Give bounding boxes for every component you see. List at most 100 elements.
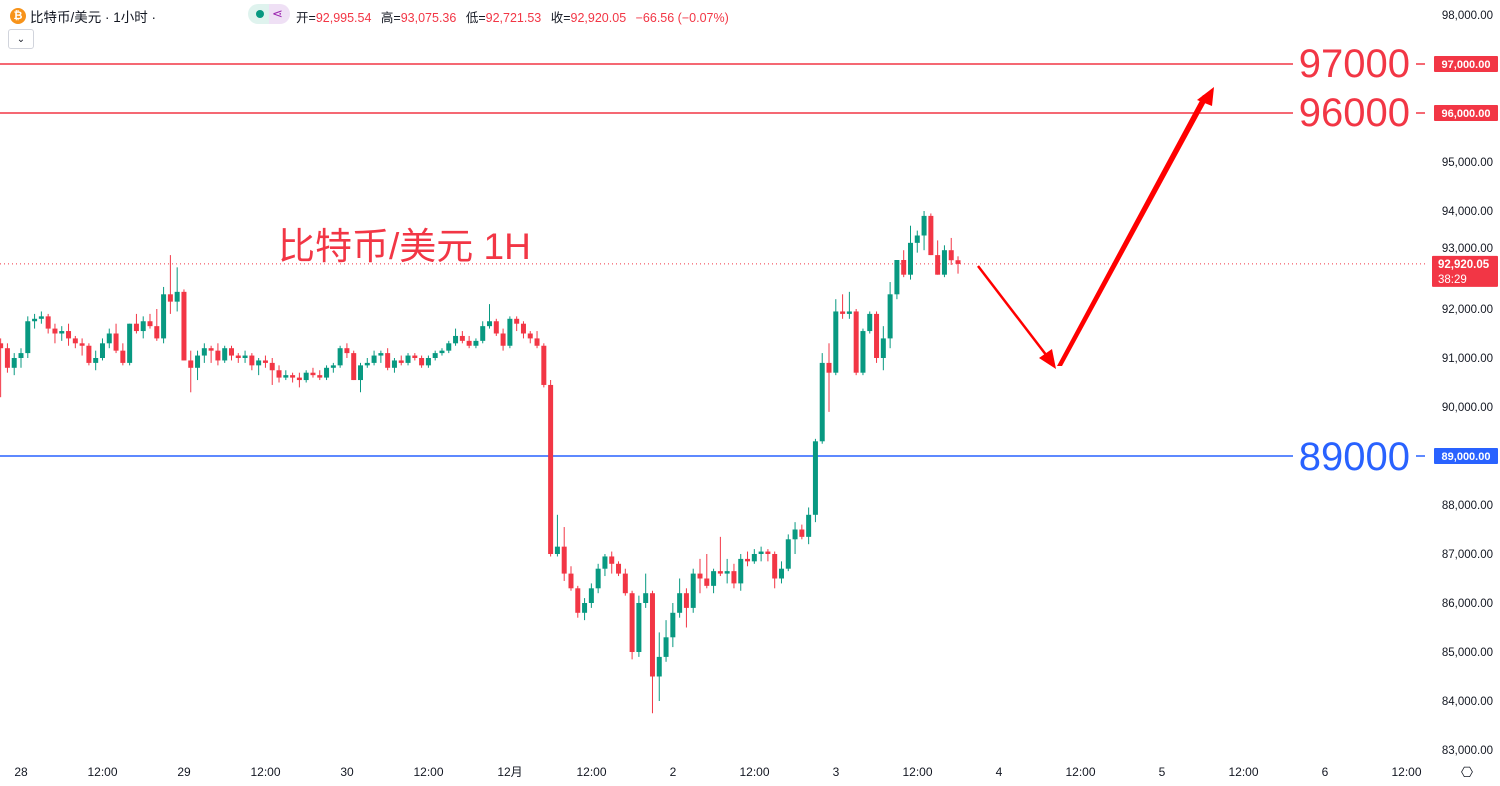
candle (907, 225, 913, 280)
candle-body (113, 333, 119, 351)
time-tick-label: 4 (996, 765, 1003, 779)
candle (256, 358, 262, 376)
candle-body (948, 250, 954, 261)
candle (738, 554, 744, 591)
time-tick-label: 12:00 (87, 765, 117, 779)
candle (303, 370, 309, 383)
candle-body (195, 355, 201, 368)
candle (38, 311, 44, 324)
candle-body (697, 573, 703, 579)
candle-body (717, 571, 723, 574)
candle (385, 348, 391, 371)
candle (72, 335, 78, 349)
price-tick-label: 94,000.00 (1442, 206, 1493, 218)
candle-body (663, 637, 669, 657)
candle-body (425, 358, 431, 366)
candle (364, 358, 370, 368)
candle (941, 245, 947, 278)
candle (188, 350, 194, 393)
candle-body (724, 571, 730, 574)
candle-body (262, 360, 268, 363)
level-badge-text: 89,000.00 (1442, 451, 1491, 463)
candle-body (704, 578, 710, 586)
candle-body (819, 362, 825, 442)
candle (914, 230, 920, 253)
candle-body (480, 326, 486, 341)
candle-body (269, 362, 275, 371)
candle-body (629, 593, 635, 652)
candle (161, 286, 167, 344)
candle (405, 353, 411, 366)
candle-body (840, 311, 846, 314)
drawn-arrows[interactable] (977, 87, 1214, 369)
candle-body (907, 242, 913, 275)
candle (507, 316, 513, 349)
collapse-legend-button[interactable]: ⌄ (8, 29, 34, 49)
candle (928, 213, 934, 256)
candle-body (52, 328, 58, 334)
candle (921, 211, 927, 251)
candle-body (765, 551, 771, 554)
candle-body (568, 573, 574, 589)
candle-body (609, 556, 615, 564)
candle-body (520, 323, 526, 334)
candle-body (208, 348, 214, 351)
candle-body (154, 326, 160, 339)
candle-body (310, 372, 316, 376)
time-tick-label: 12:00 (413, 765, 443, 779)
candle-body (432, 353, 438, 358)
candle (840, 294, 846, 319)
candle (731, 563, 737, 589)
annotation-title[interactable]: 比特币/美元 1H (278, 226, 531, 267)
candle-body (466, 340, 472, 346)
price-tick-label: 88,000.00 (1442, 500, 1493, 512)
candle-body (398, 360, 404, 363)
candle-body (290, 375, 296, 378)
symbol-title[interactable]: 比特币/美元 · 1小时 · (30, 10, 157, 25)
candle (812, 438, 818, 523)
candle (133, 313, 139, 334)
time-tick-label: 6 (1322, 765, 1329, 779)
candle-body (324, 367, 330, 378)
candle (826, 343, 832, 412)
candle (120, 343, 126, 366)
candle-body (317, 375, 323, 378)
candle (290, 372, 296, 383)
candle (894, 260, 900, 300)
candle-body (351, 353, 357, 381)
candle (880, 326, 886, 371)
price-tick-label: 86,000.00 (1442, 598, 1493, 610)
candle (378, 350, 384, 363)
time-tick-label: 12:00 (1228, 765, 1258, 779)
candle-body (751, 554, 757, 562)
candle (235, 353, 241, 363)
candle-body (439, 350, 445, 354)
settings-icon[interactable]: ⎔ (1460, 764, 1474, 780)
candle (643, 573, 649, 608)
price-tick-label: 98,000.00 (1442, 10, 1493, 22)
candle (262, 355, 268, 368)
candle-body (914, 235, 920, 243)
candle-body (276, 370, 282, 378)
candle-body (25, 321, 31, 354)
level-label-89000[interactable]: 89000 (1292, 435, 1416, 479)
candle-body (385, 353, 391, 368)
time-tick-label: 12:00 (739, 765, 769, 779)
price-tick-label: 87,000.00 (1442, 549, 1493, 561)
price-axis[interactable]: 98,000.00 95,000.00 94,000.00 93,000.00 92,0… (1442, 10, 1493, 757)
candle-body (928, 215, 934, 256)
candle (534, 331, 540, 349)
level-label-97000[interactable]: 97000 (1292, 42, 1416, 86)
time-axis[interactable]: 28 12:00 29 12:00 30 12:00 12月 12:00 2 12:00 3 12:0… (14, 765, 1422, 779)
indicator-status-pill[interactable]: ⋖ (248, 4, 290, 24)
candle-body (283, 375, 289, 378)
candle (683, 588, 689, 628)
candle (215, 343, 221, 366)
candle (4, 343, 10, 373)
candle-body (860, 331, 866, 373)
candle (751, 549, 757, 564)
candle (337, 345, 343, 368)
level-label-96000[interactable]: 96000 (1292, 91, 1416, 135)
symbol-header[interactable]: ₿ 比特币/美元 · 1小时 · (10, 6, 156, 26)
